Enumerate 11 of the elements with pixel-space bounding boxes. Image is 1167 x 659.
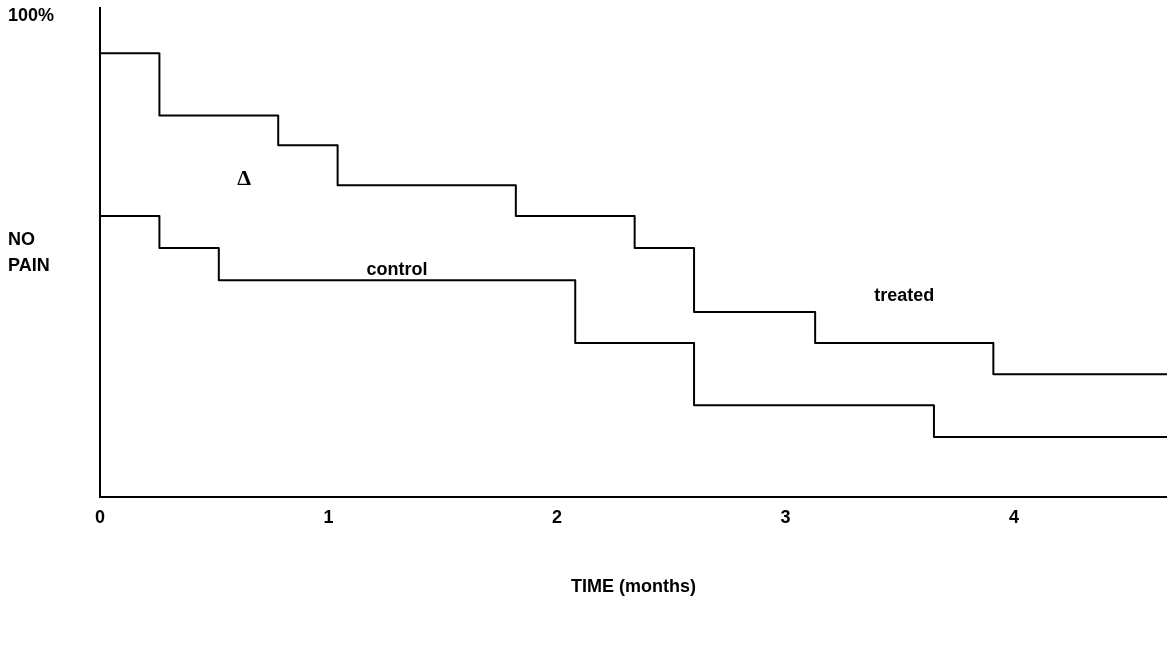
x-tick-label: 0 bbox=[94, 507, 106, 528]
text: treated bbox=[874, 285, 935, 306]
series-label: control bbox=[366, 258, 428, 279]
x-tick-label: 2 bbox=[551, 507, 562, 528]
x-tick-label: 1 bbox=[323, 507, 334, 528]
text: 100% bbox=[8, 4, 55, 25]
x-tick-label: 3 bbox=[780, 507, 791, 528]
x-tick-label: 4 bbox=[1008, 507, 1019, 528]
annotation: Δ bbox=[237, 164, 252, 190]
x-axis-title: TIME (months) bbox=[571, 576, 696, 597]
y-axis-title: NO PAIN bbox=[8, 228, 50, 275]
